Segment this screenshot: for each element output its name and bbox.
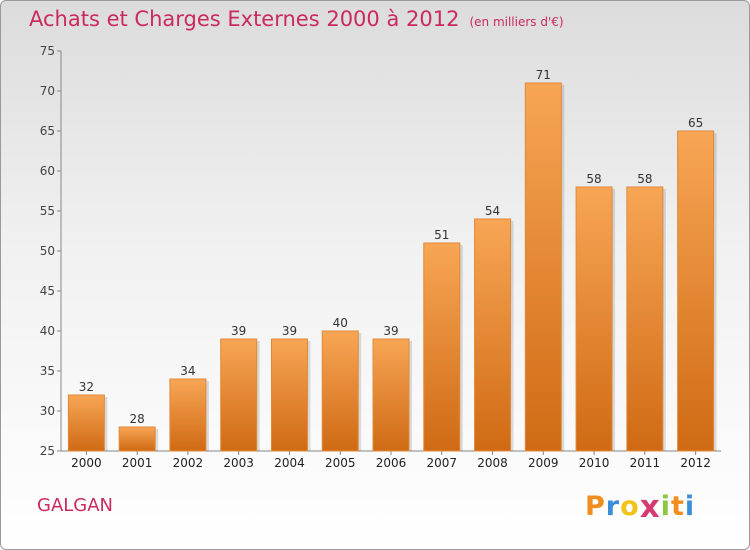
y-tick-label: 75 bbox=[40, 44, 55, 58]
chart-title-unit: (en milliers d'€) bbox=[469, 15, 564, 29]
bar bbox=[220, 338, 258, 452]
logo-letter: i bbox=[660, 491, 671, 522]
bar bbox=[118, 426, 156, 452]
x-tick-label: 2000 bbox=[71, 456, 102, 470]
bar bbox=[626, 186, 664, 452]
x-tick-label: 2002 bbox=[173, 456, 204, 470]
bar-value-label: 58 bbox=[586, 172, 601, 186]
chart-title: Achats et Charges Externes 2000 à 2012 (e… bbox=[29, 7, 564, 31]
bar-value-label: 71 bbox=[536, 68, 551, 82]
x-tick-label: 2001 bbox=[122, 456, 153, 470]
bar bbox=[423, 242, 461, 452]
value-labels: 32 28 34 39 39 40 39 51 54 71 58 58 65 bbox=[79, 68, 704, 426]
y-tick-label: 40 bbox=[40, 324, 55, 338]
bar-value-label: 39 bbox=[231, 324, 246, 338]
logo-letter: o bbox=[620, 491, 640, 522]
bar-value-label: 28 bbox=[130, 412, 145, 426]
logo-letter: r bbox=[605, 491, 621, 522]
x-tick-label: 2004 bbox=[274, 456, 305, 470]
bar bbox=[474, 218, 512, 452]
y-tick-label: 70 bbox=[40, 84, 55, 98]
logo-letter: t bbox=[670, 491, 685, 522]
bar-value-label: 34 bbox=[180, 364, 195, 378]
x-tick-label: 2008 bbox=[477, 456, 508, 470]
y-tick-label: 50 bbox=[40, 244, 55, 258]
x-tick-label: 2006 bbox=[376, 456, 407, 470]
bar bbox=[67, 394, 105, 452]
y-tick-label: 45 bbox=[40, 284, 55, 298]
x-tick-label: 2010 bbox=[579, 456, 610, 470]
x-tick-label: 2009 bbox=[528, 456, 559, 470]
x-tick-label: 2005 bbox=[325, 456, 356, 470]
x-tick-label: 2007 bbox=[426, 456, 457, 470]
bar-value-label: 51 bbox=[434, 228, 449, 242]
bar-value-label: 39 bbox=[383, 324, 398, 338]
bar bbox=[270, 338, 308, 452]
y-tick-label: 35 bbox=[40, 364, 55, 378]
x-tick-label: 2003 bbox=[223, 456, 254, 470]
logo-letter: P bbox=[585, 491, 606, 522]
bar-value-label: 54 bbox=[485, 204, 500, 218]
y-tick-label: 25 bbox=[40, 444, 55, 458]
bar bbox=[169, 378, 207, 452]
y-tick-label: 65 bbox=[40, 124, 55, 138]
logo-letter: i bbox=[684, 491, 696, 522]
commune-name: GALGAN bbox=[37, 495, 114, 516]
y-tick-label: 60 bbox=[40, 164, 55, 178]
proxiti-logo: Proxiti bbox=[585, 487, 696, 525]
chart-title-main: Achats et Charges Externes 2000 à 2012 bbox=[29, 7, 460, 31]
bar bbox=[321, 330, 359, 452]
bar-value-label: 32 bbox=[79, 380, 94, 394]
bar-value-label: 65 bbox=[688, 116, 703, 130]
axes: 25 30 35 40 45 50 55 60 65 70 75 2000 2001 2002 2003 20… bbox=[40, 44, 721, 470]
bar-value-label: 58 bbox=[637, 172, 652, 186]
bar bbox=[524, 82, 562, 452]
y-tick-label: 30 bbox=[40, 404, 55, 418]
bar-value-label: 39 bbox=[282, 324, 297, 338]
bar bbox=[677, 130, 715, 452]
bar-value-label: 40 bbox=[333, 316, 348, 330]
x-tick-label: 2012 bbox=[680, 456, 711, 470]
logo-letter: x bbox=[639, 489, 661, 525]
bar bbox=[575, 186, 613, 452]
bar bbox=[372, 338, 410, 452]
bars bbox=[67, 82, 717, 452]
y-tick-label: 55 bbox=[40, 204, 55, 218]
x-tick-label: 2011 bbox=[630, 456, 661, 470]
